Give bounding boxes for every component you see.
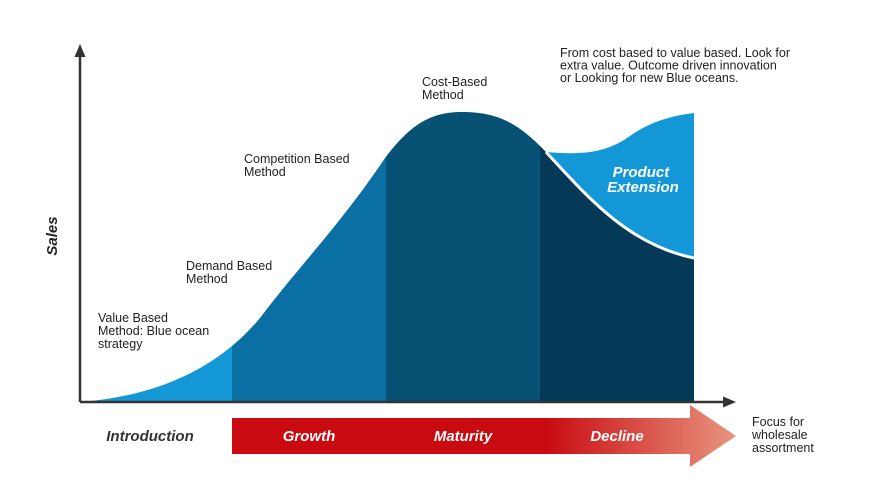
method-label-value-based: Value Based Method: Blue ocean strategy	[98, 311, 213, 351]
product-extension-area	[546, 113, 694, 258]
stage-arrow	[232, 405, 736, 467]
y-axis-arrowhead	[74, 44, 86, 57]
maturity-area	[386, 112, 540, 402]
stage-label-decline: Decline	[590, 428, 643, 445]
method-label-competition-based: Competition Based Method	[244, 152, 353, 179]
stage-label-maturity: Maturity	[434, 428, 493, 445]
growth-area	[232, 112, 386, 402]
x-axis-arrowhead	[723, 396, 736, 408]
value-note: From cost based to value based. Look for…	[560, 46, 793, 85]
stage-label-introduction: Introduction	[106, 428, 193, 445]
method-label-demand-based: Demand Based Method	[186, 259, 276, 286]
arrow-end-label: Focus for wholesale assortment	[751, 415, 814, 455]
product-extension-label: Product Extension	[607, 164, 679, 196]
introduction-area	[80, 112, 232, 402]
stage-label-growth: Growth	[283, 428, 336, 445]
y-axis-label: Sales	[44, 216, 61, 255]
extension-divider-line	[544, 150, 695, 260]
method-label-cost-based: Cost-Based Method	[422, 75, 491, 102]
